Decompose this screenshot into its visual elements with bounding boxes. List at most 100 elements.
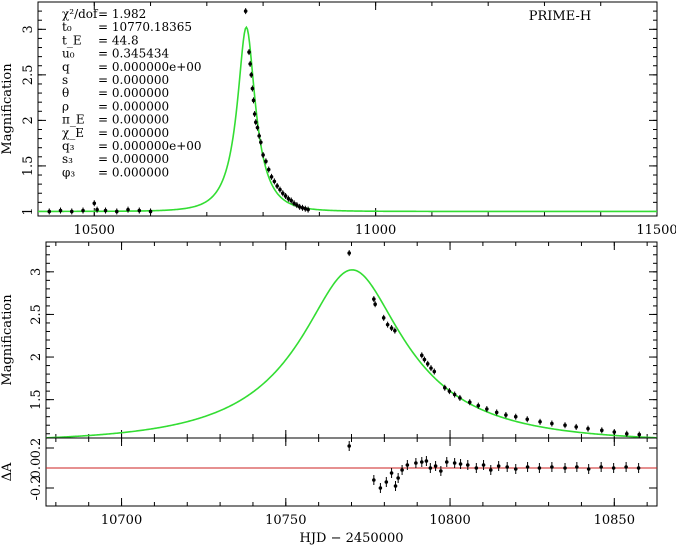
data-point [452, 461, 457, 465]
x-axis-title: HJD − 2450000 [299, 531, 403, 546]
data-point [563, 423, 567, 428]
data-point [259, 140, 263, 145]
data-point [586, 467, 591, 471]
data-point [624, 431, 629, 436]
y-axis-title: ΔA [0, 462, 15, 481]
data-point [286, 196, 291, 201]
data-point [600, 428, 604, 433]
param-value: = 0.000000 [98, 99, 169, 113]
data-point [439, 469, 443, 473]
data-point [433, 464, 438, 468]
y-tick-label: 2 [29, 353, 44, 361]
y-tick-label: -0.2 [29, 475, 44, 500]
data-point [272, 179, 277, 184]
data-point [280, 191, 285, 196]
param-value: = 0.000000e+00 [98, 60, 202, 74]
param-symbol: χ²/dof [62, 7, 99, 21]
data-point [419, 353, 424, 358]
data-point [465, 463, 470, 467]
data-point [126, 207, 130, 212]
y-tick-label: 0.0 [29, 458, 44, 479]
data-point [574, 425, 578, 429]
data-point [458, 462, 463, 466]
data-point [381, 316, 386, 320]
data-point [58, 208, 63, 213]
data-point [494, 410, 499, 415]
param-value: = 0.000000 [98, 113, 169, 127]
data-point [81, 208, 85, 213]
param-symbol: ρ [62, 99, 69, 113]
data-point [248, 62, 252, 66]
data-point [550, 421, 554, 426]
data-point [599, 465, 603, 469]
data-point [393, 328, 397, 333]
data-point [347, 444, 352, 448]
data-point [538, 420, 542, 424]
plot-frame [37, 1, 658, 217]
data-point [303, 206, 308, 211]
x-tick-label: 10750 [265, 513, 306, 528]
param-value: = 0.000000 [98, 73, 169, 87]
data-point [424, 459, 429, 463]
y-tick-label: 1.5 [29, 389, 44, 410]
data-point [425, 362, 430, 366]
data-point [422, 357, 427, 362]
data-point [385, 322, 390, 327]
data-point [513, 414, 518, 419]
data-point [300, 206, 305, 210]
x-tick-label: 10800 [429, 513, 470, 528]
data-point [575, 465, 579, 469]
data-point [419, 460, 424, 464]
data-point [496, 464, 501, 468]
data-point [467, 400, 472, 405]
data-point [452, 392, 457, 397]
model-curve [38, 25, 657, 213]
data-point [405, 463, 410, 467]
x-tick-label: 10850 [594, 513, 635, 528]
data-point [447, 389, 452, 393]
data-point [550, 465, 554, 469]
data-point [269, 175, 274, 179]
param-value: = 1.982 [98, 7, 146, 21]
param-symbol: t_E [62, 33, 82, 47]
param-symbol: q [62, 60, 70, 74]
y-tick-label: 2.5 [29, 304, 44, 325]
data-point [103, 208, 108, 213]
y-tick-label: 0.2 [29, 438, 44, 459]
data-point [295, 203, 299, 207]
data-point [378, 486, 383, 490]
data-point [249, 73, 254, 77]
data-point [485, 407, 489, 411]
param-value: = 10770.18365 [98, 20, 192, 34]
data-point [428, 466, 433, 470]
data-point [148, 209, 153, 214]
data-point [257, 134, 261, 138]
data-point [611, 466, 616, 470]
data-point [481, 463, 486, 467]
data-point [389, 471, 394, 475]
x-tick-label: 10700 [101, 513, 142, 528]
data-point [537, 466, 542, 470]
data-point [372, 478, 376, 482]
param-value: = 0.000000 [98, 126, 169, 140]
y-tick-label: 1 [21, 207, 36, 215]
data-point [488, 468, 493, 472]
param-symbol: θ [62, 86, 69, 100]
data-point [373, 302, 377, 307]
data-point [586, 426, 590, 431]
data-point [47, 209, 52, 214]
param-symbol: u₀ [62, 47, 75, 61]
data-point [563, 466, 567, 470]
data-point [69, 209, 74, 214]
plot-frame [45, 241, 658, 439]
data-point [389, 326, 394, 330]
y-tick-label: 3 [29, 268, 44, 276]
param-value: = 0.000000 [98, 86, 169, 100]
panel-residuals: 10700 10750 10800 10850 -0.20.00.2 ΔA [0, 437, 658, 528]
data-point [504, 413, 508, 417]
data-point [251, 98, 256, 103]
data-point [612, 430, 617, 434]
observatory-label: PRIME-H [529, 9, 591, 24]
y-tick-label: 1.5 [21, 156, 36, 177]
y-axis-title: Magnification [0, 63, 15, 155]
